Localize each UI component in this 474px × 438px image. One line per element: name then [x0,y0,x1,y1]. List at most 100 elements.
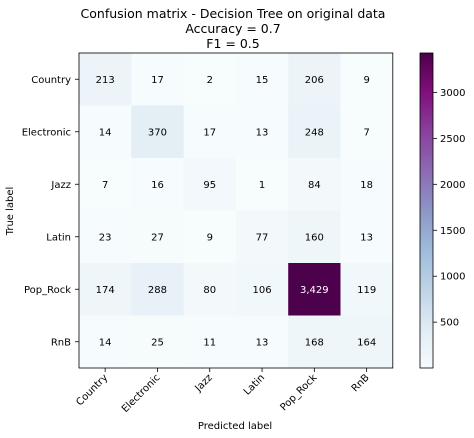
heatmap-cell [235,263,289,316]
heatmap-cell [131,315,185,369]
heatmap-cell [235,158,289,211]
cell-value-label: 160 [305,232,324,243]
cell-value-label: 27 [151,232,164,243]
colorbar [419,52,434,369]
x-tick-label: Electronic [120,372,163,415]
x-tick-label: Pop_Rock [278,372,319,413]
cell-value-label: 17 [203,127,216,138]
heatmap-cell [79,263,132,316]
cell-value-label: 164 [357,337,376,348]
colorbar-ticks: 500 1000 1500 2000 2500 3000 [433,88,465,329]
x-tick-label: Jazz [193,372,215,394]
cell-value-label: 16 [151,180,164,191]
heatmap-cell [288,263,341,316]
colorbar-tick-label: 500 [440,318,459,329]
cell-value-label: 9 [207,232,213,243]
heatmap-cell [183,210,237,264]
heatmap-cell [183,105,237,159]
cell-value-label: 13 [256,127,269,138]
heatmap-cell [79,210,132,264]
cell-value-label: 168 [305,337,324,348]
cell-value-label: 106 [253,285,272,296]
cell-value-label: 174 [96,285,115,296]
cell-value-label: 13 [256,337,269,348]
heatmap-cell [288,315,341,369]
heatmap-cell [131,263,185,316]
x-axis-ticks: Country Electronic Jazz Latin Pop_Rock RnB [74,368,372,415]
x-tick-label: Country [74,372,110,408]
heatmap-cell [235,210,289,264]
heatmap-cell [131,53,185,106]
cell-value-label: 1 [259,180,265,191]
y-tick-label: Electronic [22,127,71,138]
cell-value-label: 13 [360,232,373,243]
cell-value-label: 119 [357,285,376,296]
cell-value-label: 14 [99,127,112,138]
heatmap-cell [288,210,341,264]
heatmap-cell [235,53,289,106]
cell-value-label: 2 [207,75,213,86]
cell-value-label: 25 [151,337,164,348]
heatmap-cell [131,158,185,211]
y-tick-label: RnB [51,337,71,348]
cell-value-label: 206 [305,75,324,86]
heatmap-cell [79,158,132,211]
x-tick-label: Latin [242,372,267,397]
cell-value-label: 11 [203,337,216,348]
cell-value-label: 213 [96,75,115,86]
heatmap-frame [78,52,394,369]
heatmap-cell [235,105,289,159]
cell-value-label: 7 [363,127,369,138]
heatmap-cell [340,53,394,106]
colorbar-tick-label: 2000 [440,180,465,191]
cell-value-label: 7 [102,180,108,191]
cell-value-label: 15 [256,75,269,86]
heatmap-cell [183,158,237,211]
heatmap-cell [288,105,341,159]
cell-value-label: 14 [99,337,112,348]
cell-value-label: 3,429 [300,285,329,296]
heatmap-cell [288,53,341,106]
cell-value-label: 23 [99,232,112,243]
heatmap-cell [340,210,394,264]
cell-value-label: 248 [305,127,324,138]
heatmap-cell [340,158,394,211]
heatmap-cell [79,315,132,369]
heatmap-cell [340,263,394,316]
y-axis-ticks: Country Electronic Jazz Latin Pop_Rock RnB [22,75,79,348]
cell-value-label: 288 [148,285,167,296]
colorbar-tick-label: 3000 [440,88,465,99]
cell-value-label: 80 [203,285,216,296]
y-tick-label: Pop_Rock [24,285,71,296]
heatmap-cell [79,53,132,106]
colorbar-tick-label: 2500 [440,134,465,145]
heatmap-cell [79,105,132,159]
cell-value-label: 370 [148,127,167,138]
heatmap-cell [183,315,237,369]
heatmap-cell [131,105,185,159]
cell-value-label: 84 [308,180,321,191]
cell-value-label: 77 [256,232,269,243]
chart-title-line-3: F1 = 0.5 [206,36,259,51]
y-tick-label: Latin [46,232,71,243]
cell-value-label: 95 [203,180,216,191]
chart-title-line-1: Confusion matrix - Decision Tree on orig… [81,6,386,21]
cell-value-label: 17 [151,75,164,86]
heatmap-cell [183,263,237,316]
colorbar-tick-label: 1500 [440,226,465,237]
y-tick-label: Jazz [50,180,71,191]
cell-value-label: 9 [363,75,369,86]
heatmap-cell [340,315,394,369]
y-axis-label: True label [5,187,16,237]
heatmap-cell [340,105,394,159]
heatmap-cell [288,158,341,211]
colorbar-tick-label: 1000 [440,272,465,283]
x-axis-label: Predicted label [198,421,272,432]
y-tick-label: Country [31,75,71,86]
x-tick-label: RnB [350,372,372,394]
heatmap-cell [183,53,237,106]
chart-title-line-2: Accuracy = 0.7 [185,21,280,36]
cell-value-label: 18 [360,180,373,191]
